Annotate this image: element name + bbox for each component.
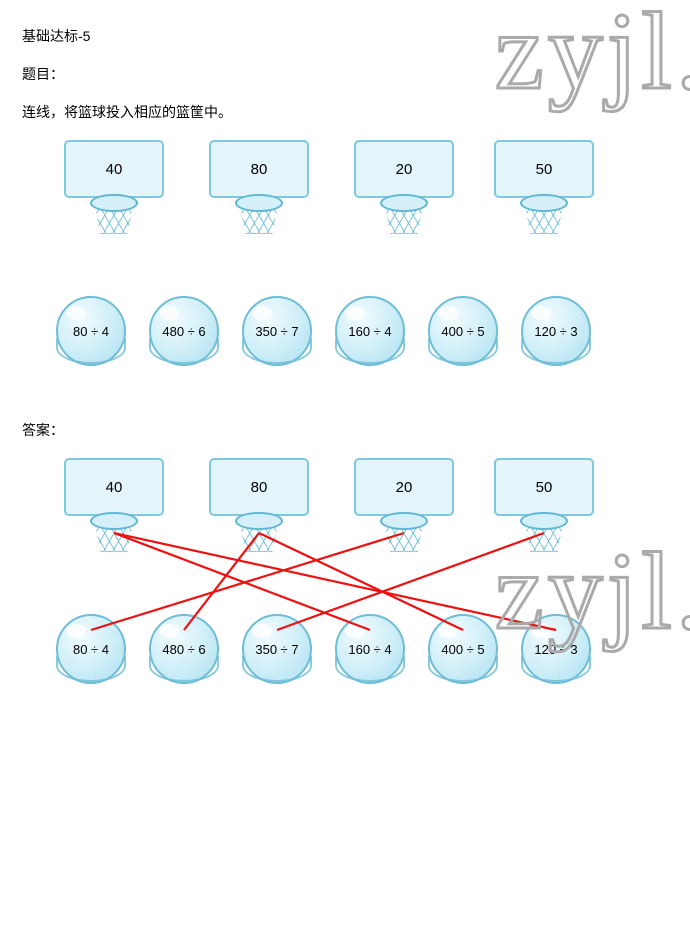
hoop-rim [380,194,428,212]
balls-row-a: 80 ÷ 4 480 ÷ 6 350 ÷ 7 160 ÷ 4 400 ÷ 5 120 ÷ … [44,614,612,714]
basketball-hoop: 40 [64,140,164,234]
heading: 基础达标-5 [22,26,690,46]
basketball: 80 ÷ 4 [56,614,126,684]
ball-label: 400 ÷ 5 [441,324,484,339]
hoop-rim [520,194,568,212]
basketball: 160 ÷ 4 [335,296,405,366]
basketball-hoop: 80 [209,140,309,234]
question-figure: 40 80 20 50 80 ÷ 4 480 ÷ 6 350 ÷ 7 160 ÷ 4 400 … [44,140,612,400]
label-question: 题目： [22,64,690,84]
ball-label: 350 ÷ 7 [255,642,298,657]
hoop-backboard: 40 [64,140,164,198]
basketball-hoop: 50 [494,140,594,234]
basketball: 120 ÷ 3 [521,296,591,366]
hoop-net [525,527,563,552]
hoop-backboard: 80 [209,458,309,516]
hoop-net [385,209,423,234]
hoops-row-a: 40 80 20 50 [44,458,612,588]
basketball-hoop: 20 [354,458,454,552]
answer-figure: 40 80 20 50 80 ÷ 4 480 ÷ 6 350 ÷ 7 160 ÷ 4 400 … [44,458,612,718]
hoop-backboard: 40 [64,458,164,516]
basketball-hoop: 80 [209,458,309,552]
hoop-rim [235,194,283,212]
hoop-backboard: 20 [354,140,454,198]
balls-row-q: 80 ÷ 4 480 ÷ 6 350 ÷ 7 160 ÷ 4 400 ÷ 5 120 ÷ … [44,296,612,396]
ball-label: 120 ÷ 3 [534,324,577,339]
hoop-net [95,527,133,552]
hoop-rim [380,512,428,530]
hoop-net [95,209,133,234]
basketball: 160 ÷ 4 [335,614,405,684]
ball-label: 480 ÷ 6 [162,324,205,339]
hoop-net [525,209,563,234]
instructions: 连线，将篮球投入相应的篮筐中。 [22,102,690,122]
label-answer: 答案： [22,420,690,440]
ball-label: 160 ÷ 4 [348,324,391,339]
hoop-net [240,209,278,234]
basketball: 350 ÷ 7 [242,614,312,684]
hoops-row-q: 40 80 20 50 [44,140,612,270]
basketball: 350 ÷ 7 [242,296,312,366]
ball-label: 350 ÷ 7 [255,324,298,339]
hoop-rim [520,512,568,530]
watermark-top: zyjl.( [495,0,690,115]
hoop-backboard: 80 [209,140,309,198]
hoop-backboard: 50 [494,140,594,198]
ball-label: 480 ÷ 6 [162,642,205,657]
ball-label: 80 ÷ 4 [73,642,109,657]
hoop-backboard: 50 [494,458,594,516]
basketball: 480 ÷ 6 [149,614,219,684]
basketball: 120 ÷ 3 [521,614,591,684]
basketball: 480 ÷ 6 [149,296,219,366]
basketball-hoop: 50 [494,458,594,552]
basketball-hoop: 20 [354,140,454,234]
page-root: zyjl.( 基础达标-5 题目： 连线，将篮球投入相应的篮筐中。 40 80 20… [0,0,690,778]
ball-label: 400 ÷ 5 [441,642,484,657]
hoop-rim [90,194,138,212]
hoop-rim [235,512,283,530]
ball-label: 120 ÷ 3 [534,642,577,657]
ball-label: 160 ÷ 4 [348,642,391,657]
basketball-hoop: 40 [64,458,164,552]
hoop-backboard: 20 [354,458,454,516]
basketball: 80 ÷ 4 [56,296,126,366]
hoop-rim [90,512,138,530]
hoop-net [240,527,278,552]
basketball: 400 ÷ 5 [428,296,498,366]
hoop-net [385,527,423,552]
basketball: 400 ÷ 5 [428,614,498,684]
ball-label: 80 ÷ 4 [73,324,109,339]
